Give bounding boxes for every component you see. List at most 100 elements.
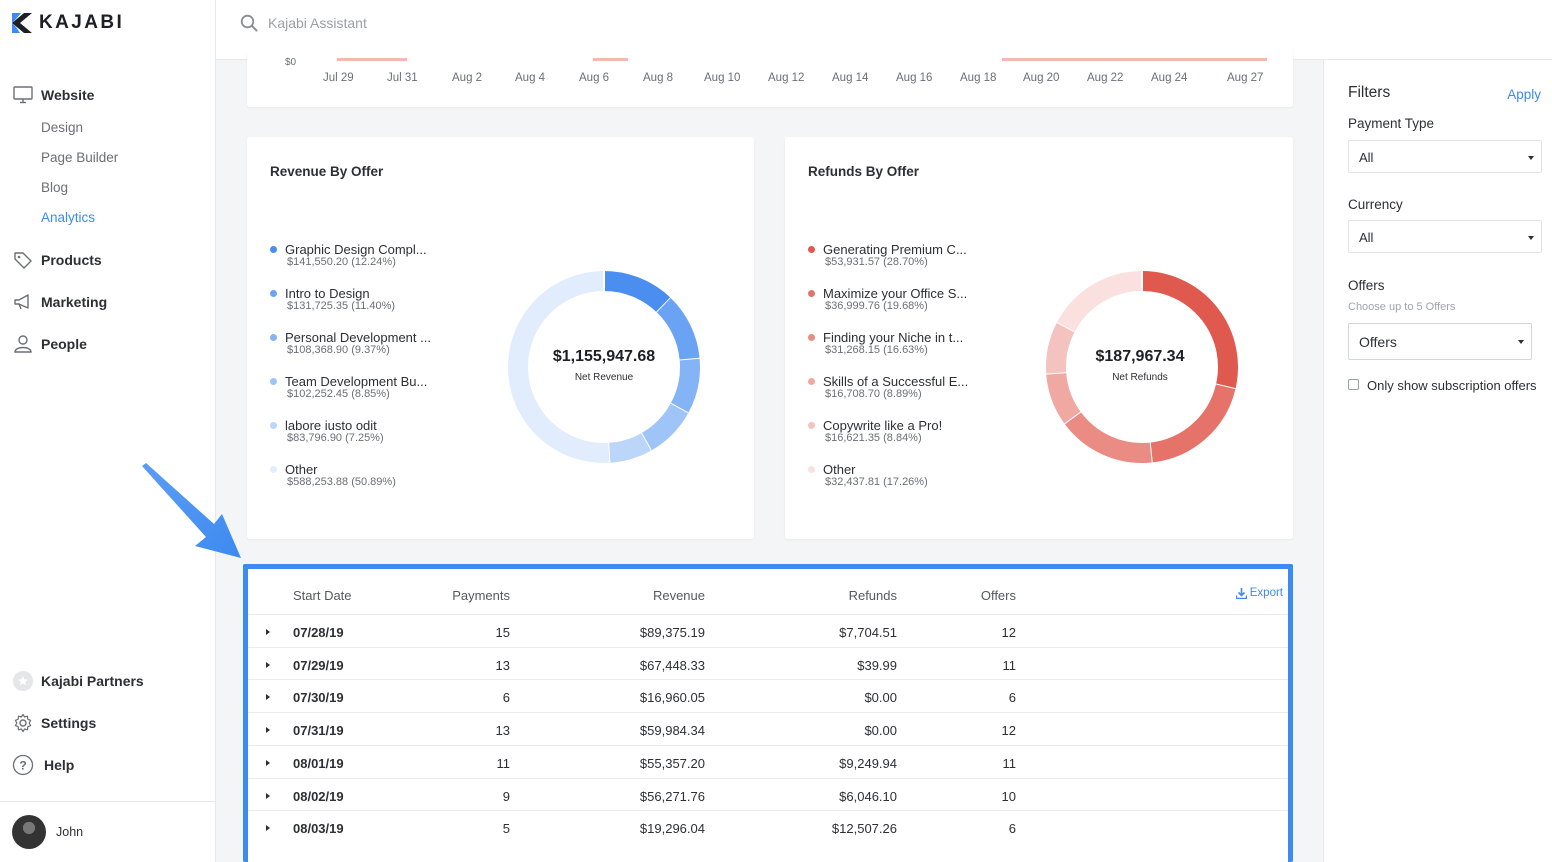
donut-slice[interactable] [1064, 411, 1152, 463]
x-axis-tick-label: Aug 27 [1227, 72, 1264, 84]
column-header-payments[interactable]: Payments [452, 588, 510, 603]
nav-subitem-blog[interactable]: Blog [41, 180, 69, 195]
expand-row-icon[interactable] [266, 825, 270, 832]
search-bar[interactable]: Kajabi Assistant [240, 14, 367, 32]
donut-slice[interactable] [1046, 371, 1081, 424]
logo[interactable]: KAJABI [12, 12, 124, 34]
x-axis-tick-label: Aug 24 [1151, 72, 1188, 84]
donut-slice[interactable] [607, 433, 651, 463]
svg-text:?: ? [19, 759, 26, 773]
x-axis-tick-label: Aug 20 [1023, 72, 1060, 84]
nav-subitem-page-builder[interactable]: Page Builder [41, 150, 119, 165]
nav-item-kajabi-partners[interactable]: Kajabi Partners [0, 669, 216, 693]
legend-item-value: $32,437.81 (17.26%) [825, 476, 928, 488]
x-axis-tick-label: Aug 4 [515, 72, 546, 84]
legend-item-value: $16,708.70 (8.89%) [825, 388, 922, 400]
table-row[interactable]: 07/31/19 13 $59,984.34 $0.00 12 [248, 712, 1288, 745]
legend-item-name: labore iusto odit [285, 418, 377, 433]
column-header-revenue[interactable]: Revenue [652, 588, 705, 603]
nav-item-people-label: People [41, 336, 87, 352]
legend-dot-icon [270, 334, 277, 341]
legend-item-value: $83,796.90 (7.25%) [287, 432, 384, 444]
subscription-only-checkbox[interactable] [1348, 379, 1359, 390]
nav-item-marketing-label: Marketing [41, 294, 108, 310]
legend-item-value: $131,725.35 (11.40%) [287, 300, 396, 312]
cell-payments: 11 [496, 755, 511, 771]
table-row[interactable]: 07/29/19 13 $67,448.33 $39.99 11 [248, 646, 1288, 680]
nav-item-people[interactable]: People [0, 332, 216, 356]
donut-slice[interactable] [1046, 322, 1075, 374]
revenue-by-offer-title: Revenue By Offer [270, 164, 384, 179]
nav-item-website[interactable]: Website [0, 83, 216, 107]
expand-row-icon[interactable] [266, 661, 270, 668]
chevron-down-icon [1528, 156, 1534, 160]
x-axis-tick-label: Aug 10 [704, 72, 741, 84]
donut-slice[interactable] [656, 298, 700, 361]
table-row[interactable]: 08/01/19 11 $55,357.20 $9,249.94 11 [248, 744, 1288, 778]
expand-row-icon[interactable] [266, 694, 270, 701]
x-axis-tick-label: Jul 29 [323, 72, 354, 84]
legend-item-name: Generating Premium C... [823, 242, 967, 257]
donut-slice[interactable] [670, 358, 700, 414]
donut-slice[interactable] [1141, 271, 1238, 390]
logo-text: KAJABI [39, 12, 125, 33]
nav-item-help[interactable]: ? Help [0, 753, 216, 777]
column-header-offers[interactable]: Offers [980, 588, 1016, 603]
expand-row-icon[interactable] [266, 727, 270, 734]
x-axis-tick-label: Jul 31 [387, 72, 418, 84]
monitor-icon [12, 85, 34, 105]
person-icon [12, 334, 34, 354]
legend-dot-icon [808, 246, 815, 253]
nav-subitem-analytics[interactable]: Analytics [41, 210, 96, 225]
nav-subitem-design[interactable]: Design [41, 120, 84, 135]
cell-start-date: 08/01/19 [293, 755, 344, 771]
filters-title: Filters [1348, 84, 1391, 101]
table-row[interactable]: 08/02/19 9 $56,271.76 $6,046.10 10 [248, 777, 1288, 811]
nav-item-settings[interactable]: Settings [0, 711, 216, 735]
download-icon [1235, 587, 1247, 599]
donut-slice[interactable] [640, 403, 689, 451]
expand-row-icon[interactable] [266, 629, 270, 635]
legend-item-name: Maximize your Office S... [823, 286, 968, 301]
export-label: Export [1249, 587, 1283, 599]
expand-row-icon[interactable] [266, 792, 270, 799]
donut-slice[interactable] [603, 271, 671, 313]
table-row[interactable]: 08/03/19 5 $19,296.04 $12,507.26 6 [248, 810, 1288, 843]
donut-slice[interactable] [1057, 271, 1143, 332]
subscription-only-label[interactable]: Only show subscription offers [1367, 378, 1537, 393]
daily-summary-table: Start Date Payments Revenue Refunds Offe… [243, 564, 1293, 862]
user-menu[interactable]: John [12, 815, 83, 849]
offers-select[interactable]: Offers [1348, 323, 1532, 360]
legend-item-value: $588,253.88 (50.89%) [287, 476, 396, 488]
legend-item-name: Graphic Design Compl... [285, 242, 427, 257]
chevron-down-icon [1528, 236, 1534, 240]
table-row[interactable]: 07/28/19 15 $89,375.19 $7,704.51 12 [248, 614, 1288, 647]
cell-start-date: 08/03/19 [293, 821, 344, 837]
column-header-refunds[interactable]: Refunds [848, 588, 897, 603]
cell-refunds: $6,046.10 [839, 788, 897, 804]
cell-payments: 6 [502, 690, 510, 706]
nav-products: Products [0, 248, 216, 272]
donut-slice[interactable] [1149, 384, 1236, 463]
export-button[interactable]: Export [1235, 587, 1283, 599]
net-refunds-value: $187,967.34 [1095, 348, 1185, 365]
currency-select[interactable]: All [1348, 220, 1542, 253]
legend-item-name: Other [285, 462, 318, 477]
nav-item-website-label: Website [41, 87, 95, 103]
nav-item-products[interactable]: Products [0, 248, 216, 272]
search-icon [240, 14, 258, 32]
table-row[interactable]: 07/30/19 6 $16,960.05 $0.00 6 [248, 679, 1288, 712]
revenue-by-offer-card: Revenue By Offer Graphic Design Compl...… [247, 137, 754, 539]
search-input[interactable]: Kajabi Assistant [268, 15, 367, 31]
legend-item-name: Intro to Design [285, 286, 370, 301]
legend-dot-icon [270, 290, 277, 297]
apply-filters-button[interactable]: Apply [1507, 87, 1541, 102]
payment-type-select[interactable]: All [1348, 140, 1542, 173]
gear-icon [12, 713, 34, 733]
column-header-start-date[interactable]: Start Date [293, 588, 352, 603]
nav-item-marketing[interactable]: Marketing [0, 290, 216, 314]
legend-item-name: Skills of a Successful E... [823, 374, 969, 389]
refunds-donut-center: $187,967.34 Net Refunds [1065, 348, 1215, 383]
donut-slice[interactable] [508, 271, 610, 463]
expand-row-icon[interactable] [266, 759, 270, 766]
